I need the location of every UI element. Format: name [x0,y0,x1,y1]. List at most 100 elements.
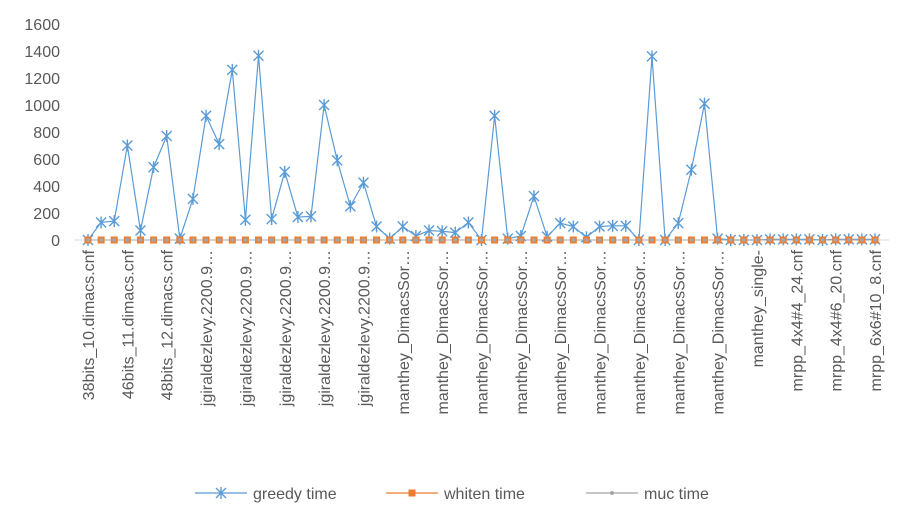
point-marker [545,238,550,242]
point-marker [177,238,182,242]
x-tick-label: jgiraldezlevy.2200.9… [199,250,216,407]
point-marker [269,238,274,242]
legend-item: whiten time [386,486,525,503]
point-marker [505,238,510,242]
x-tick-label: manthey_DimacsSor… [475,250,492,415]
point-marker [361,238,366,242]
point-marker [239,213,251,226]
legend-label: greedy time [253,486,337,503]
legend-label: whiten time [443,486,525,503]
point-marker [423,224,435,237]
point-marker [807,238,812,242]
x-tick-label: manthey_single- [750,250,767,367]
point-marker [518,238,523,242]
point-marker [187,192,199,205]
point-marker [636,238,641,242]
x-tick-label: jgiraldezlevy.2200.9… [356,250,373,407]
point-marker [462,216,474,229]
y-tick-label: 1600 [24,17,60,34]
x-tick-label: jgiraldezlevy.2200.9… [278,250,295,407]
point-marker [623,238,628,242]
point-marker [597,238,602,242]
point-marker [610,238,615,242]
point-marker [148,161,160,174]
point-marker [571,238,576,242]
point-marker [492,238,497,242]
x-tick-label: jgiraldezlevy.2200.9… [238,250,255,407]
point-marker [413,238,418,242]
x-tick-label: mrpp_4x4#6_20.cnf [829,249,846,391]
point-marker [584,238,589,242]
legend-label: muc time [644,486,709,503]
point-marker [295,238,300,242]
point-marker [650,238,655,242]
point-marker [397,220,409,233]
x-tick-label: 48bits_12.dimacs.cnf [160,249,177,400]
point-marker [594,220,606,233]
legend-item: muc time [586,486,709,503]
point-marker [112,238,117,242]
point-marker [489,109,501,122]
point-marker [387,238,392,242]
point-marker [138,238,143,242]
x-tick-label: manthey_DimacsSor… [593,250,610,415]
point-marker [440,238,445,242]
point-marker [331,154,343,167]
point-marker [663,238,668,242]
point-marker [715,238,720,242]
point-marker [134,224,146,237]
point-marker [190,238,195,242]
point-marker [400,238,405,242]
y-tick-label: 1000 [24,98,60,115]
point-marker [125,238,130,242]
point-marker [200,109,212,122]
point-marker [279,165,291,178]
point-marker [253,49,265,62]
point-marker [318,99,330,111]
point-marker [689,238,694,242]
point-marker [95,216,107,229]
x-tick-label: manthey_DimacsSor… [632,250,649,415]
point-marker [698,97,710,110]
series-line [87,55,875,242]
y-tick-label: 1200 [24,71,60,88]
point-marker [873,238,877,242]
x-tick-label: mrpp_4x4#4_24.cnf [789,249,806,391]
point-marker [308,238,313,242]
point-marker [305,210,317,223]
point-marker [151,238,156,242]
legend-marker [408,489,416,497]
point-marker [531,238,536,242]
point-marker [768,238,773,242]
x-tick-label: manthey_DimacsSor… [553,250,570,415]
point-marker [282,238,287,242]
point-marker [99,238,104,242]
point-marker [292,211,304,224]
point-marker [833,238,838,242]
x-tick-label: manthey_DimacsSor… [671,250,688,415]
point-marker [558,238,563,242]
x-tick-label: manthey_DimacsSor… [435,250,452,415]
point-marker [371,220,383,233]
y-tick-label: 800 [33,125,60,142]
point-marker [213,138,225,151]
point-marker [846,238,851,242]
point-marker [702,238,707,242]
x-tick-label: 46bits_11.dimacs.cnf [120,249,137,399]
point-marker [794,238,799,242]
point-marker [230,238,235,242]
point-marker [859,238,864,242]
point-marker [108,215,120,228]
legend-item: greedy time [195,486,337,503]
legend-marker [610,491,614,495]
point-marker [357,176,369,189]
x-tick-label: manthey_DimacsSor… [711,250,728,415]
point-marker [204,238,209,242]
point-marker [86,238,90,242]
point-marker [335,238,340,242]
point-marker [453,238,458,242]
point-marker [374,238,379,242]
point-marker [256,238,261,242]
point-marker [348,238,353,242]
